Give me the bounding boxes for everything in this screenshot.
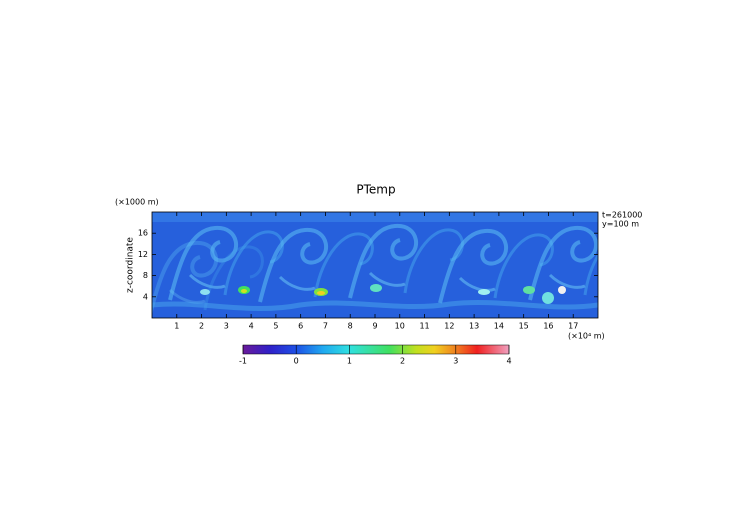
annotation: y=100 m [602,220,639,229]
x-tick-label: 11 [419,322,429,331]
colorbar-tick-label: 3 [453,357,458,366]
x-tick-label: 13 [469,322,479,331]
colorbar-tick-label: -1 [239,357,247,366]
field [152,212,598,318]
x-tick-label: 17 [568,322,578,331]
colorbar-tick-label: 2 [400,357,405,366]
colorbar-tick-label: 0 [294,357,299,366]
annotation: t=261000 [602,211,642,220]
colorbar-tick-label: 4 [506,357,511,366]
x-tick-label: 16 [543,322,553,331]
colorbar-tick-label: 1 [347,357,352,366]
x-tick-label: 2 [199,322,204,331]
x-tick-label: 4 [249,322,254,331]
x-unit: (×10⁴ m) [568,332,605,341]
y-tick-label: 4 [143,292,148,301]
x-tick-label: 1 [174,322,179,331]
x-tick-label: 10 [395,322,405,331]
x-tick-label: 12 [444,322,454,331]
x-tick-label: 15 [519,322,529,331]
y-tick-label: 16 [138,229,148,238]
x-tick-label: 8 [348,322,353,331]
x-tick-label: 5 [273,322,278,331]
chart-title: PTemp [356,183,395,197]
y-tick-label: 12 [138,250,148,259]
x-tick-label: 6 [298,322,303,331]
x-tick-label: 7 [323,322,328,331]
colorbar [242,344,510,355]
x-tick-label: 14 [494,322,504,331]
x-tick-label: 3 [224,322,229,331]
y-tick-label: 8 [143,271,148,280]
y-axis-label: z-coordinate [126,237,136,293]
x-tick-label: 9 [372,322,377,331]
y-unit: (×1000 m) [115,198,159,207]
